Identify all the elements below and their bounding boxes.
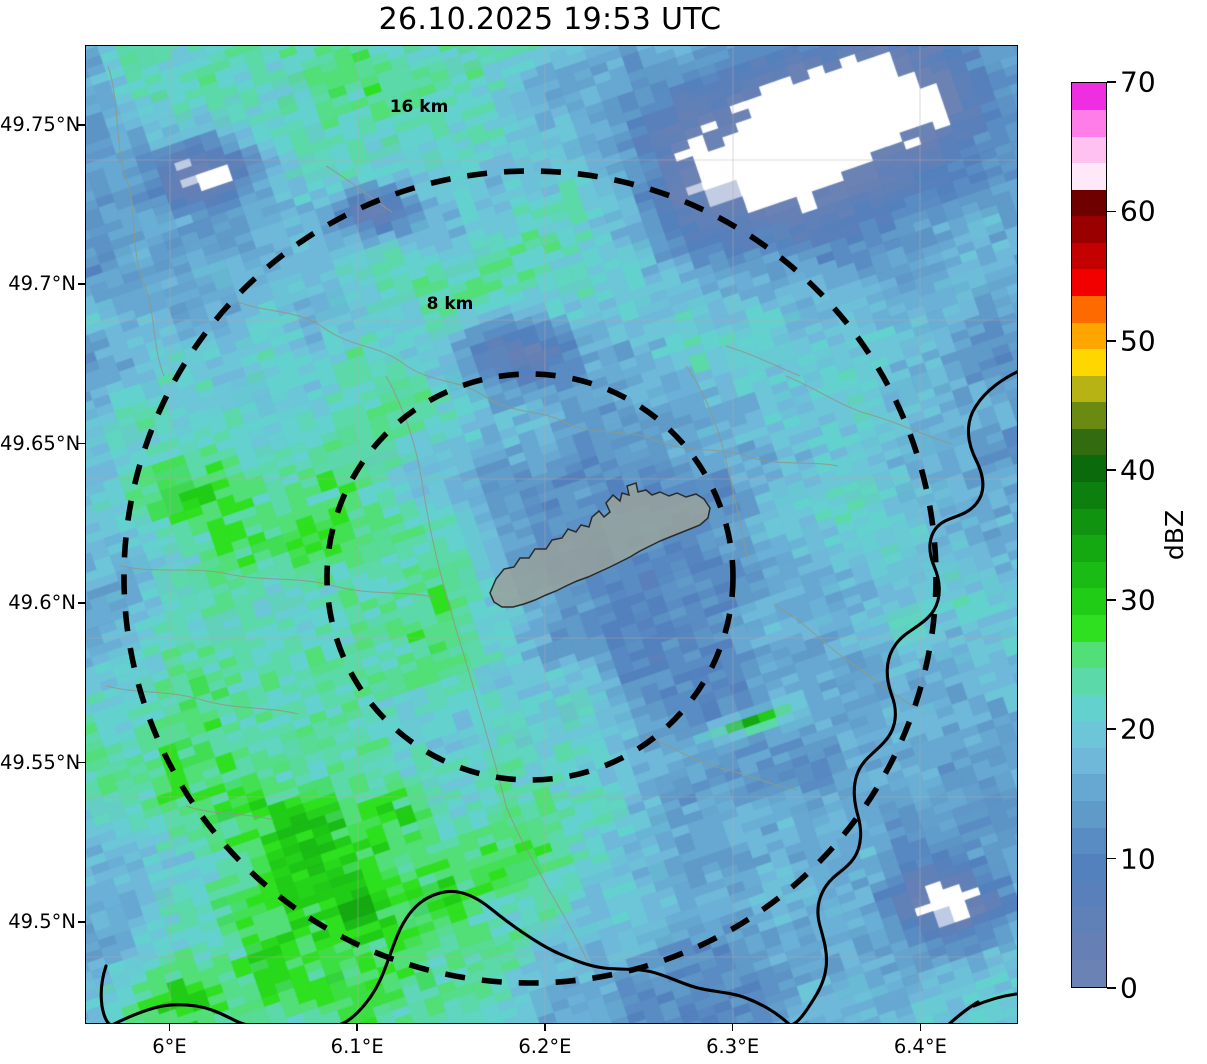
range-ring-16km-label: 16 km — [389, 97, 449, 117]
colorbar-ticklabel: 70 — [1120, 65, 1156, 99]
colorbar-band — [1072, 667, 1106, 695]
colorbar-tickmark — [1107, 469, 1116, 472]
range-ring-16km — [121, 168, 939, 986]
colorbar-band — [1072, 534, 1106, 562]
colorbar-band — [1072, 481, 1106, 509]
x-axis-ticklabel: 6°E — [152, 1035, 187, 1058]
colorbar-band — [1072, 162, 1106, 190]
range-ring-8km-label: 8 km — [426, 294, 474, 314]
colorbar-band — [1072, 508, 1106, 536]
colorbar-band — [1072, 694, 1106, 722]
colorbar-band — [1072, 773, 1106, 801]
colorbar-band — [1072, 587, 1106, 615]
colorbar-tickmark — [1107, 987, 1116, 989]
y-axis-tickmark — [78, 442, 85, 445]
colorbar-band — [1072, 348, 1106, 376]
colorbar — [1071, 82, 1107, 988]
river-network — [105, 65, 953, 967]
x-axis-tickmark — [356, 1024, 358, 1031]
colorbar-band — [1072, 614, 1106, 642]
y-axis-tickmark — [78, 602, 85, 604]
colorbar-band — [1072, 268, 1106, 297]
range-rings — [121, 168, 939, 986]
colorbar-tickmark — [1107, 81, 1116, 83]
colorbar-tickmark — [1107, 857, 1116, 860]
y-axis-ticklabel: 49.6°N — [8, 591, 76, 615]
radar-plot-area[interactable] — [85, 45, 1018, 1024]
colorbar-band — [1072, 322, 1106, 350]
x-axis-ticklabel: 6.2°E — [518, 1035, 572, 1058]
city-polygon — [489, 482, 711, 608]
colorbar-tickmark — [1107, 210, 1116, 213]
colorbar-band — [1072, 189, 1106, 217]
y-axis-ticklabel: 49.5°N — [8, 909, 76, 933]
x-axis-tickmark — [731, 1024, 734, 1031]
y-axis-tickmark — [78, 283, 85, 285]
colorbar-band — [1072, 800, 1106, 828]
graticule-gridlines — [86, 46, 1017, 1023]
colorbar-band — [1072, 401, 1106, 429]
radar-reflectivity-heatmap — [86, 46, 1017, 1023]
colorbar-ticklabel: 20 — [1120, 712, 1156, 746]
y-axis-tickmark — [78, 761, 85, 764]
colorbar-band — [1072, 454, 1106, 483]
colorbar-tickmark — [1107, 598, 1116, 601]
colorbar-band — [1072, 109, 1106, 137]
colorbar-band — [1072, 880, 1106, 908]
colorbar-band — [1072, 135, 1106, 164]
colorbar-band — [1072, 853, 1106, 881]
y-axis-ticklabel: 49.75°N — [0, 112, 81, 136]
colorbar-band — [1072, 295, 1106, 323]
colorbar-tickmark — [1107, 728, 1116, 730]
country-borders — [99, 370, 1017, 1023]
y-axis-tickmark — [78, 921, 85, 923]
colorbar-band — [1072, 428, 1106, 456]
colorbar-ticklabel: 50 — [1120, 324, 1156, 358]
colorbar-band — [1072, 561, 1106, 589]
colorbar-ticklabel: 60 — [1120, 194, 1156, 228]
x-axis-tickmark — [168, 1024, 171, 1031]
colorbar-band — [1072, 720, 1106, 748]
colorbar-band — [1072, 906, 1106, 934]
colorbar-band — [1072, 933, 1106, 961]
x-axis-ticklabel: 6.1°E — [330, 1035, 384, 1058]
y-axis-ticklabel: 49.65°N — [0, 431, 81, 455]
colorbar-band — [1072, 640, 1106, 669]
y-axis-ticklabel: 49.7°N — [8, 272, 76, 296]
map-overlay-layer — [86, 46, 1017, 1023]
colorbar-tickmark — [1107, 340, 1116, 342]
colorbar-band — [1072, 215, 1106, 243]
colorbar-ticklabel: 0 — [1120, 971, 1138, 1005]
y-axis-ticklabel: 49.55°N — [0, 750, 81, 774]
range-ring-8km — [324, 371, 736, 783]
x-axis-ticklabel: 6.4°E — [893, 1035, 947, 1058]
colorbar-ticklabel: 10 — [1120, 842, 1156, 876]
colorbar-band — [1072, 83, 1106, 110]
y-axis-tickmark — [78, 123, 85, 126]
x-axis-tickmark — [544, 1024, 546, 1031]
x-axis-ticklabel: 6.3°E — [706, 1035, 760, 1058]
colorbar-band — [1072, 375, 1106, 403]
x-axis-tickmark — [919, 1024, 922, 1031]
page-title: 26.10.2025 19:53 UTC — [378, 2, 722, 37]
radar-plot-inner — [86, 46, 1017, 1023]
colorbar-axis-label: dBZ — [1160, 509, 1189, 561]
colorbar-band — [1072, 242, 1106, 270]
colorbar-ticklabel: 40 — [1120, 453, 1156, 487]
colorbar-ticklabel: 30 — [1120, 583, 1156, 617]
colorbar-band — [1072, 959, 1106, 987]
colorbar-band — [1072, 747, 1106, 775]
colorbar-band — [1072, 826, 1106, 855]
